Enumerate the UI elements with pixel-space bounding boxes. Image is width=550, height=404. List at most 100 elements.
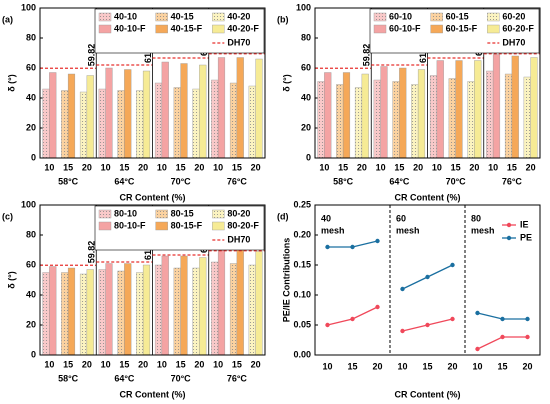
legend-label: 60-10-F [389, 23, 421, 33]
x-tick-label: 15 [451, 162, 461, 172]
legend-label: 60-10 [389, 11, 412, 21]
bar [361, 73, 369, 159]
point [475, 310, 480, 316]
bar [180, 255, 188, 356]
x-tick-label: 20 [522, 361, 532, 371]
bar [373, 79, 381, 159]
legend-swatch [155, 12, 168, 22]
bar [67, 267, 76, 356]
x-tick-label: 10 [376, 162, 386, 172]
panel-label: (d) [277, 211, 289, 221]
y-tick-label: 80 [26, 32, 36, 42]
reference-label: 59.82 [87, 241, 97, 264]
bar [248, 85, 256, 159]
bar [67, 73, 76, 159]
bar [217, 57, 226, 159]
x-tick-label: 20 [469, 162, 479, 172]
bar [61, 272, 69, 356]
x-tick-label: 10 [157, 359, 167, 369]
legend-swatch [98, 24, 112, 34]
legend-label: 60-20 [502, 11, 525, 21]
y-tick-label: 0 [31, 349, 36, 359]
y-tick-label: 60 [26, 62, 36, 72]
legend-label: DH70 [502, 37, 525, 47]
x-tick-label: 20 [194, 162, 204, 172]
legend-label: 80-15-F [171, 220, 203, 230]
bar [354, 87, 363, 159]
x-tick-label: 20 [447, 361, 457, 371]
plot-frame [39, 7, 266, 159]
x-tick-label: 10 [101, 162, 111, 172]
x-tick-label: 15 [394, 162, 404, 172]
bar [411, 84, 419, 159]
bar [229, 263, 238, 356]
y-tick-label: 100 [21, 2, 36, 12]
bar [474, 60, 482, 159]
legend-swatch [212, 221, 225, 231]
bar [399, 67, 407, 159]
legend-swatch [506, 222, 512, 228]
bar [448, 78, 456, 159]
x-group-label: 58°C [58, 176, 79, 186]
y-axis-label: PE/IE Contributions [281, 238, 291, 323]
x-axis-label: CR Content (%) [395, 192, 461, 202]
y-tick-label: 40 [26, 92, 36, 102]
reference-label: 59.82 [362, 44, 372, 67]
reference-label: 59.82 [87, 44, 97, 67]
y-tick-label: 0.00 [293, 349, 311, 359]
bar [392, 81, 400, 159]
y-tick-label: 80 [301, 32, 311, 42]
bar [342, 72, 351, 159]
x-tick-label: 15 [232, 162, 242, 172]
plot-frame [314, 7, 541, 159]
legend-swatch [487, 12, 500, 22]
bar [236, 249, 244, 356]
x-tick-label: 10 [322, 361, 332, 371]
legend-swatch [373, 24, 387, 34]
plot-frame [314, 204, 541, 356]
bar [98, 88, 106, 159]
x-group-label: 76°C [227, 373, 248, 383]
bar [192, 88, 200, 159]
legend-label: 40-20 [227, 11, 250, 21]
line [327, 306, 378, 326]
x-group-label: 64°C [114, 176, 135, 186]
legend-label: DH70 [227, 234, 250, 244]
bar [173, 87, 181, 159]
bar [42, 88, 50, 159]
bar [180, 63, 188, 159]
legend-swatch [430, 24, 443, 34]
y-tick-label: 100 [296, 2, 311, 12]
bar [124, 69, 132, 159]
point [475, 346, 480, 352]
x-group-label: 64°C [389, 176, 410, 186]
point [350, 244, 355, 250]
bar [429, 75, 438, 159]
bar [380, 66, 388, 159]
bar [417, 69, 426, 159]
x-group-label: 76°C [227, 176, 248, 186]
bar [79, 273, 88, 356]
legend-swatch [155, 209, 168, 219]
point [325, 322, 330, 328]
y-tick-label: 100 [21, 199, 36, 209]
legend-label: 40-15 [171, 11, 194, 21]
x-tick-label: 15 [338, 162, 348, 172]
point [450, 316, 455, 322]
panel-label: (b) [277, 14, 289, 24]
x-tick-label: 15 [422, 361, 432, 371]
legend-swatch [212, 12, 225, 22]
x-tick-label: 15 [347, 361, 357, 371]
legend-swatch [98, 209, 112, 219]
bar [504, 73, 513, 159]
bar [86, 269, 94, 356]
x-tick-label: 10 [397, 361, 407, 371]
bar [255, 251, 263, 356]
x-tick-label: 20 [251, 359, 261, 369]
bar [236, 57, 244, 159]
y-tick-label: 40 [301, 92, 311, 102]
legend-label: PE [520, 232, 532, 242]
bar [248, 264, 256, 356]
point [325, 244, 330, 250]
